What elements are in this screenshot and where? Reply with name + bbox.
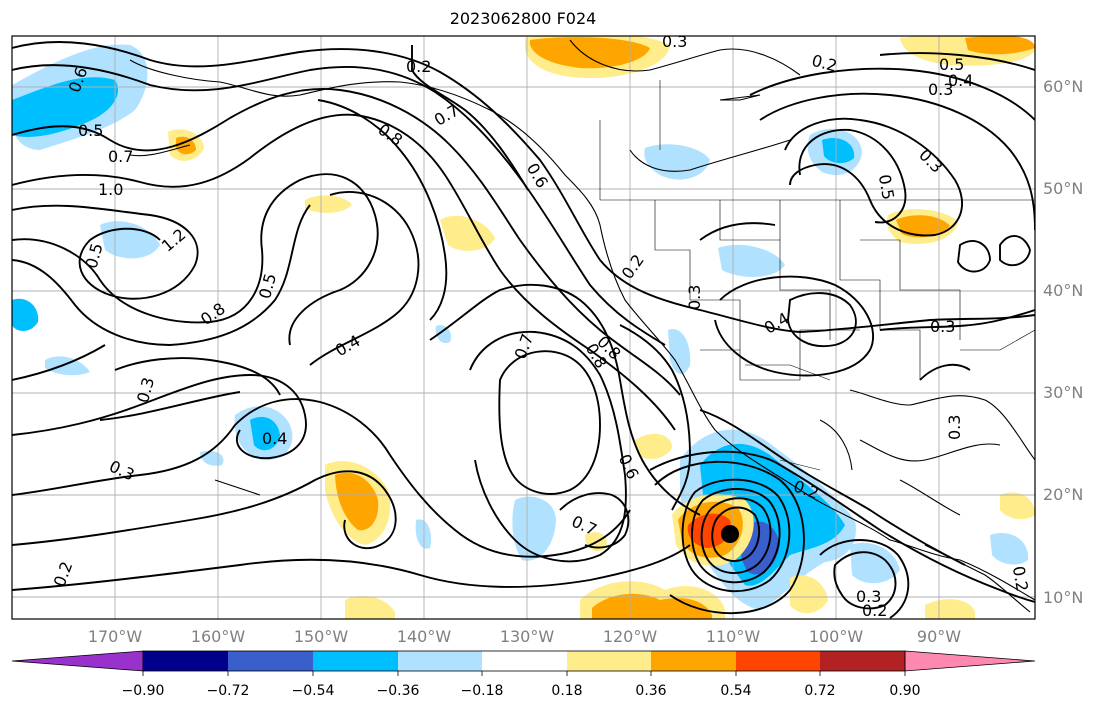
hurricane-eye-marker: [721, 525, 739, 543]
contour-label: 0.3: [915, 145, 946, 176]
contour-label: 0.2: [618, 251, 648, 283]
contour-label: 0.3: [106, 457, 137, 485]
contour-label: 0.6: [615, 451, 643, 482]
colorbar-tick-label: 0.54: [720, 683, 752, 699]
lon-label-120w: 120°W: [602, 627, 658, 646]
colorbar-segment: [482, 651, 567, 671]
contour-label: 0.5: [939, 55, 964, 74]
anomaly-positive-south-90w: [925, 599, 975, 619]
colorbar-tick-label: 0.18: [551, 683, 583, 699]
contour-label: 0.3: [928, 80, 953, 99]
contour-label: 0.2: [810, 51, 840, 76]
lat-label-60n: 60°N: [1043, 77, 1084, 96]
anomaly-negative-small-d: [415, 519, 432, 549]
lat-label-40n: 40°N: [1043, 281, 1084, 300]
anomaly-negative-gulf-alaska: [644, 144, 710, 180]
colorbar-tick-label: −0.72: [206, 683, 250, 699]
lon-label-170w: 170°W: [87, 627, 143, 646]
contour-label: 0.2: [406, 57, 431, 76]
anomaly-negative-hudson-core: [822, 138, 855, 164]
contour-label: 0.4: [332, 331, 364, 360]
lat-label-30n: 30°N: [1043, 383, 1084, 402]
anomaly-negative-160w: [100, 221, 160, 259]
lon-label-100w: 100°W: [808, 627, 864, 646]
anomaly-positive-south-120w-core: [592, 593, 712, 619]
anomaly-negative-small-a: [45, 356, 90, 376]
contour-label: 0.5: [78, 121, 103, 140]
contour-lines: [12, 41, 1035, 619]
contour-label: 0.4: [262, 429, 287, 448]
contour-label: 0.7: [511, 331, 538, 361]
lon-label-130w: 130°W: [499, 627, 555, 646]
contour-label: 0.8: [197, 299, 229, 329]
colorbar-frame: [142, 650, 906, 672]
anomaly-negative-128w: [512, 496, 556, 561]
colorbar-segment: [820, 651, 905, 671]
anomaly-negative-145w-core: [250, 416, 280, 451]
contour-label: 0.3: [856, 587, 881, 606]
contour-label: 0.2: [862, 601, 887, 620]
lat-label-10n: 10°N: [1043, 588, 1084, 607]
anomaly-positive-southeast: [1000, 492, 1035, 520]
contour-label: 0.8: [374, 120, 406, 150]
contour-label: 0.4: [761, 308, 793, 337]
lon-label-90w: 90°W: [916, 627, 962, 646]
anomaly-negative-small-c: [435, 325, 452, 344]
anomaly-positive-hurricane-peak: [687, 513, 731, 548]
colorbar: [11, 650, 1036, 676]
colorbar-segment: [228, 651, 313, 671]
colorbar-segment: [313, 651, 398, 671]
colorbar-segment: [398, 651, 482, 671]
colorbar-tick-label: 0.36: [635, 683, 667, 699]
anomaly-positive-great-lakes-core: [896, 215, 950, 238]
anomaly-negative-west-edge: [12, 298, 39, 331]
colorbar-segment: [651, 651, 736, 671]
lon-label-140w: 140°W: [396, 627, 452, 646]
anomaly-negative-nw-pacific-core: [12, 77, 119, 137]
anomaly-negative-central-america: [990, 532, 1029, 565]
anomaly-positive-ne-corner-core: [965, 36, 1035, 55]
colorbar-tick-label: −0.54: [291, 683, 335, 699]
map-frame: [11, 35, 1036, 620]
anomaly-positive-140w: [440, 215, 495, 251]
lat-label-50n: 50°N: [1043, 179, 1084, 198]
colorbar-segment: [567, 651, 651, 671]
anomaly-negative-baja: [668, 329, 691, 375]
contour-label: 0.3: [930, 317, 955, 336]
contour-label: 0.3: [685, 285, 704, 310]
anomaly-positive-125w: [635, 433, 672, 460]
lon-label-110w: 110°W: [705, 627, 761, 646]
anomaly-positive-150w: [305, 195, 352, 213]
colorbar-segment: [143, 651, 228, 671]
colorbar-tick-label: −0.36: [376, 683, 420, 699]
anomaly-positive-south-145w: [345, 596, 395, 619]
colorbar-extend-max: [904, 650, 1036, 672]
colorbar-tick-label: 0.72: [804, 683, 836, 699]
colorbar-segment: [736, 651, 820, 671]
anomaly-positive-145w-south-core: [335, 472, 379, 531]
contour-label: 0.3: [662, 32, 687, 51]
colorbar-extend-min: [11, 650, 144, 672]
anomaly-positive-alaska-north-core: [530, 37, 650, 69]
lon-label-160w: 160°W: [190, 627, 246, 646]
contour-label: 0.2: [1009, 565, 1032, 593]
colorbar-tick-label: −0.18: [460, 683, 504, 699]
lon-label-150w: 150°W: [293, 627, 349, 646]
anomaly-positive-south-100w: [790, 575, 828, 614]
colorbar-tick-label: −0.90: [121, 683, 165, 699]
lat-label-20n: 20°N: [1043, 485, 1084, 504]
contour-label: 0.5: [875, 173, 898, 201]
colorbar-tick-label: 0.90: [889, 683, 921, 699]
map-title: 2023062800 F024: [449, 9, 597, 28]
contour-label: 0.3: [945, 415, 964, 440]
anomaly-negative-small-b: [200, 450, 224, 466]
contour-label: 0.7: [108, 147, 133, 166]
contour-label: 1.0: [98, 180, 123, 199]
anomaly-negative-rockies: [718, 244, 785, 277]
contour-label: 0.4: [948, 71, 973, 90]
